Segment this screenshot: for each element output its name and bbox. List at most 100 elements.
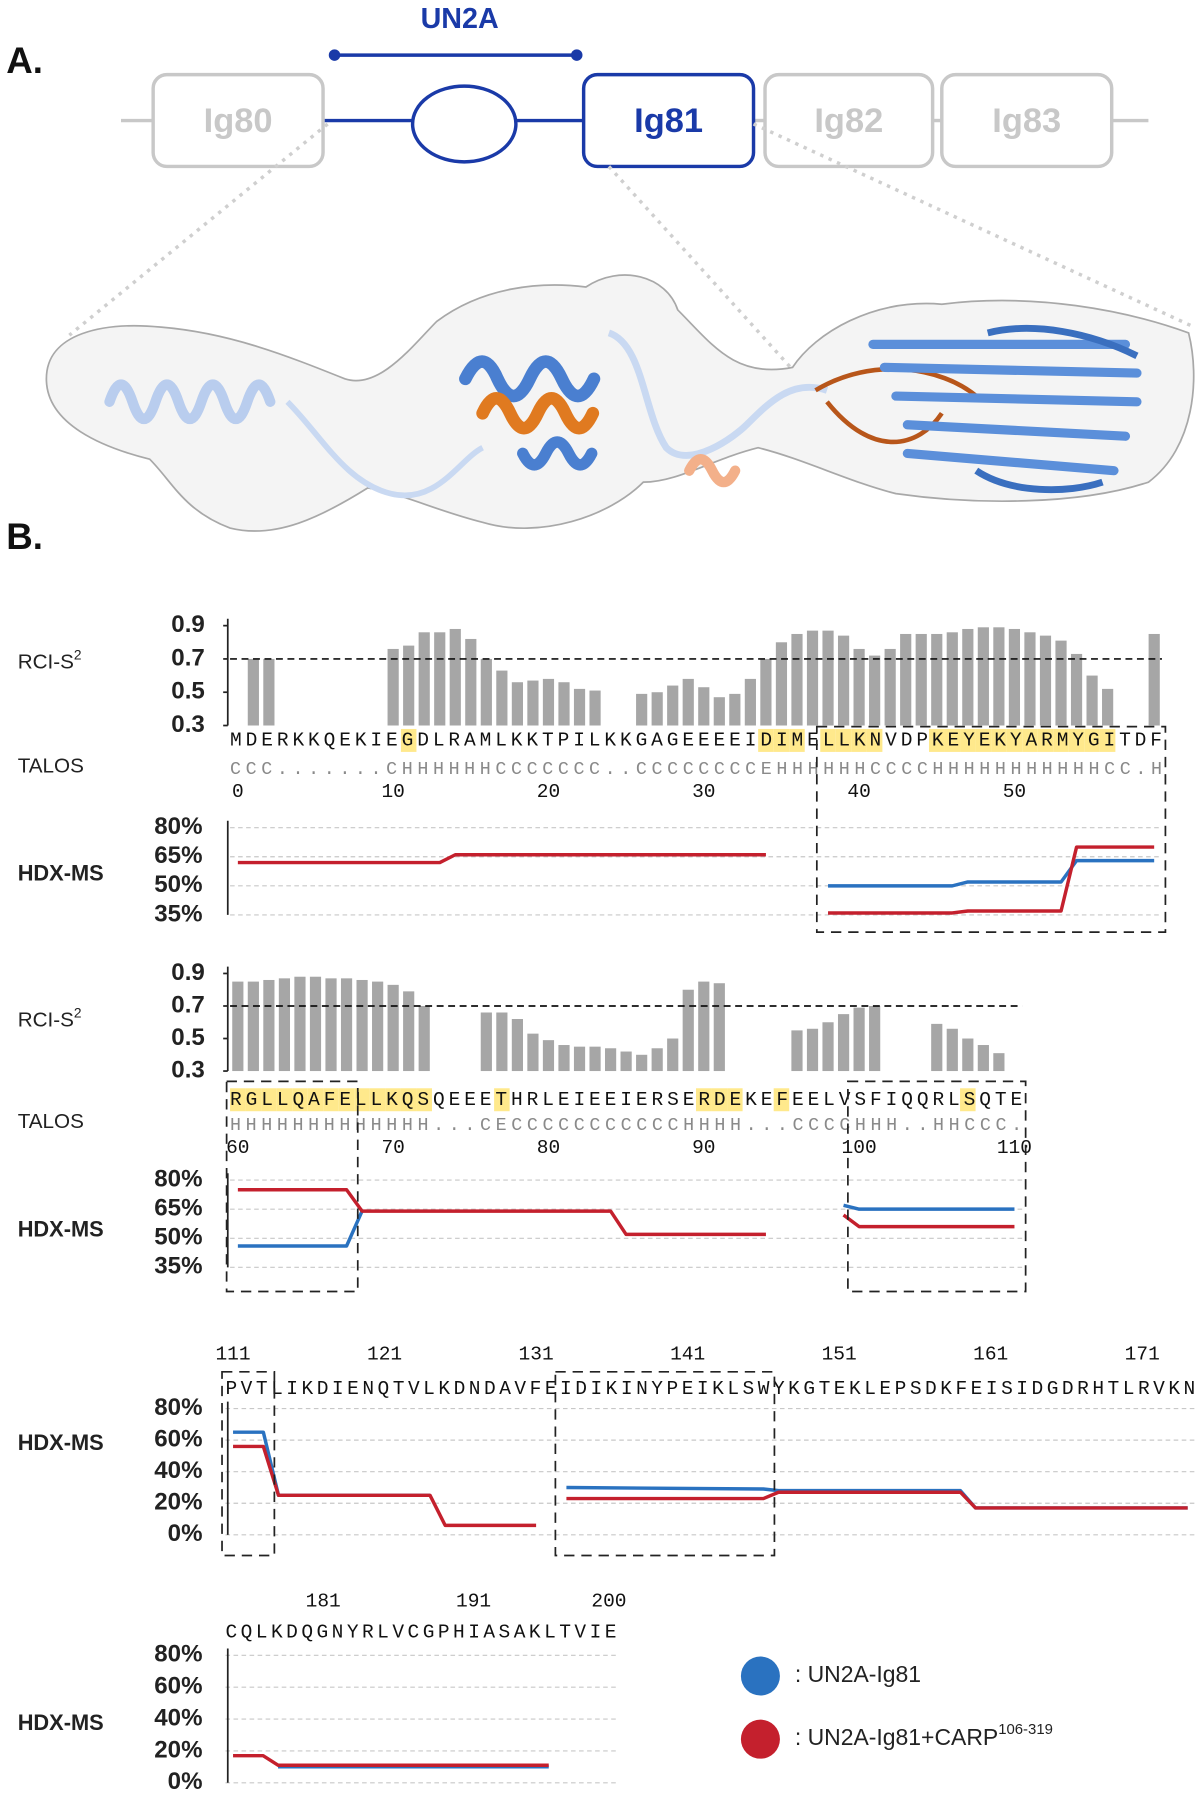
y-tick-label: 35% [154,1253,202,1280]
y-tick-label: 60% [154,1425,202,1452]
residue-number: 171 [1125,1344,1160,1366]
residue-highlight [1006,728,1023,752]
hdx-line [828,858,1155,888]
domain-label: Ig80 [204,102,273,140]
row-label: TALOS [18,1110,84,1133]
y-tick-label: 20% [154,1736,202,1763]
residue-highlight [276,1088,293,1112]
bar [1086,675,1098,726]
domain-label: Ig83 [992,102,1061,140]
y-tick-label: 50% [154,1224,202,1251]
bar [853,648,865,726]
residue-highlight [1037,728,1054,752]
y-tick-label: 0.9 [171,611,205,638]
region-box [815,725,1167,934]
bar [278,978,291,1072]
residue-number: 161 [973,1344,1008,1366]
y-tick-label: 0.5 [171,1024,205,1051]
bar [480,658,492,726]
hdx-line [237,845,1155,915]
y-tick-label: 80% [154,1165,202,1192]
bar [247,658,259,726]
residue-number: 131 [519,1344,554,1366]
residue-number: 121 [367,1344,402,1366]
bar [403,991,415,1072]
y-axis-label: RCI-S2 [18,647,82,674]
y-tick-label: 0.3 [171,1056,205,1083]
legend-label: : UN2A-Ig81+CARP106-319 [795,1721,1053,1750]
bar [232,981,244,1072]
residue-highlight [1099,728,1116,752]
y-tick-label: 50% [154,871,202,898]
bar [1039,635,1052,726]
bar [791,633,803,726]
bar [636,693,648,726]
bar [1008,628,1021,726]
residue-highlight [991,728,1007,752]
bar [496,1012,508,1072]
domain-label: Ig81 [634,102,703,140]
residue-number: 181 [306,1591,341,1613]
bar [853,1007,865,1072]
bar [589,690,601,726]
y-tick-label: 40% [154,1704,202,1731]
residue-highlight [369,1088,386,1112]
structure [45,274,1195,532]
panel-label: A. [6,40,43,81]
residue-highlight [789,728,805,752]
sequence: RGLLQAFELLKQSQEEETHRLEIEEIERSERDEKEFEELV… [230,1089,1022,1111]
residue-highlight [773,1088,790,1112]
y-tick-label: 80% [154,1394,202,1421]
bar [1055,640,1067,726]
y-axis-label: RCI-S2 [18,1005,82,1032]
residue-highlight [400,728,417,752]
y-axis-label-main: RCI-S [18,1009,74,1032]
y-tick-label: 35% [154,900,202,927]
bar [387,648,399,726]
residue-highlight [944,728,961,752]
domain-box [151,72,325,169]
y-axis-label: HDX-MS [18,1430,104,1455]
bar [682,678,694,726]
residue-number: 10 [381,781,404,803]
bar [325,978,337,1072]
residue-highlight [494,1088,510,1112]
bar [931,1023,943,1072]
linker-domain [410,84,518,164]
bar [1070,653,1083,726]
bar [1024,632,1036,726]
bar [542,678,555,726]
bar [884,648,896,726]
y-axis-label: HDX-MS [18,1710,104,1735]
bar [605,1048,617,1072]
y-tick-label: 80% [154,813,202,840]
residue-highlight [727,1088,743,1112]
bar [294,976,306,1072]
secondary-structure: CCC.......CHHHHHHCCCCCCC..CCCCCCCCEHHHHH… [230,759,1162,780]
bar [713,697,725,726]
bar [573,688,586,726]
region-box [847,1080,1027,1293]
bar [1148,633,1160,726]
y-tick-label: 0.3 [171,711,205,738]
residue-highlight [1053,728,1069,752]
bar [480,1012,492,1072]
region-box [554,1370,776,1557]
residue-number: 200 [591,1591,626,1613]
bar [946,632,958,726]
bar [418,632,430,726]
bar [356,979,368,1072]
bar [558,1045,570,1072]
y-tick-label: 40% [154,1457,202,1484]
legend-label-main: : UN2A-Ig81+CARP [795,1724,998,1750]
bar [589,1046,601,1072]
residue-number: 40 [847,781,870,803]
bar [993,1053,1005,1072]
residue-number: 20 [537,781,560,803]
residue-number: 80 [537,1137,560,1159]
residue-highlight [261,1088,277,1112]
residue-highlight [758,728,774,752]
residue-number: 110 [997,1137,1032,1159]
bar [962,1038,974,1072]
region-box [221,1370,276,1557]
